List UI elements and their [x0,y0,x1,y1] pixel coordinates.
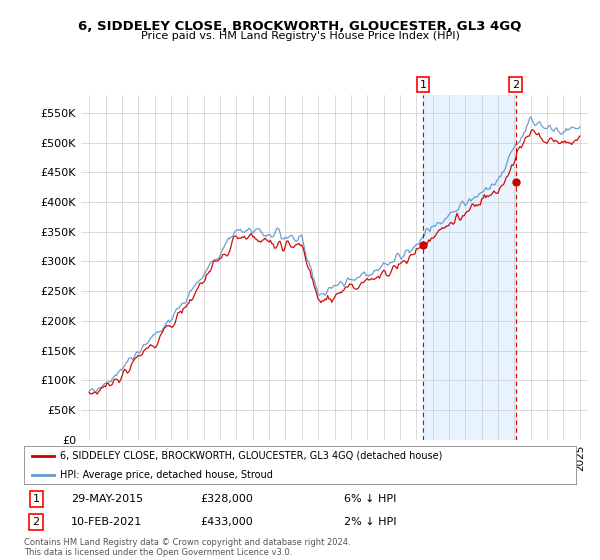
Bar [423,95,516,440]
Text: 6, SIDDELEY CLOSE, BROCKWORTH, GLOUCESTER, GL3 4GQ (detached house): 6, SIDDELEY CLOSE, BROCKWORTH, GLOUCESTE… [60,451,442,461]
Text: 2: 2 [512,80,519,90]
Text: £328,000: £328,000 [200,494,254,504]
Text: 2: 2 [32,517,40,527]
Text: £433,000: £433,000 [200,517,253,527]
Text: 1: 1 [419,80,427,90]
Text: Contains HM Land Registry data © Crown copyright and database right 2024.
This d: Contains HM Land Registry data © Crown c… [24,538,350,557]
Text: 29-MAY-2015: 29-MAY-2015 [71,494,143,504]
Text: 10-FEB-2021: 10-FEB-2021 [71,517,142,527]
Text: 1: 1 [32,494,40,504]
Text: 2% ↓ HPI: 2% ↓ HPI [344,517,397,527]
Text: Price paid vs. HM Land Registry's House Price Index (HPI): Price paid vs. HM Land Registry's House … [140,31,460,41]
Text: 6, SIDDELEY CLOSE, BROCKWORTH, GLOUCESTER, GL3 4GQ: 6, SIDDELEY CLOSE, BROCKWORTH, GLOUCESTE… [79,20,521,32]
Text: HPI: Average price, detached house, Stroud: HPI: Average price, detached house, Stro… [60,470,273,480]
Text: 6% ↓ HPI: 6% ↓ HPI [344,494,397,504]
